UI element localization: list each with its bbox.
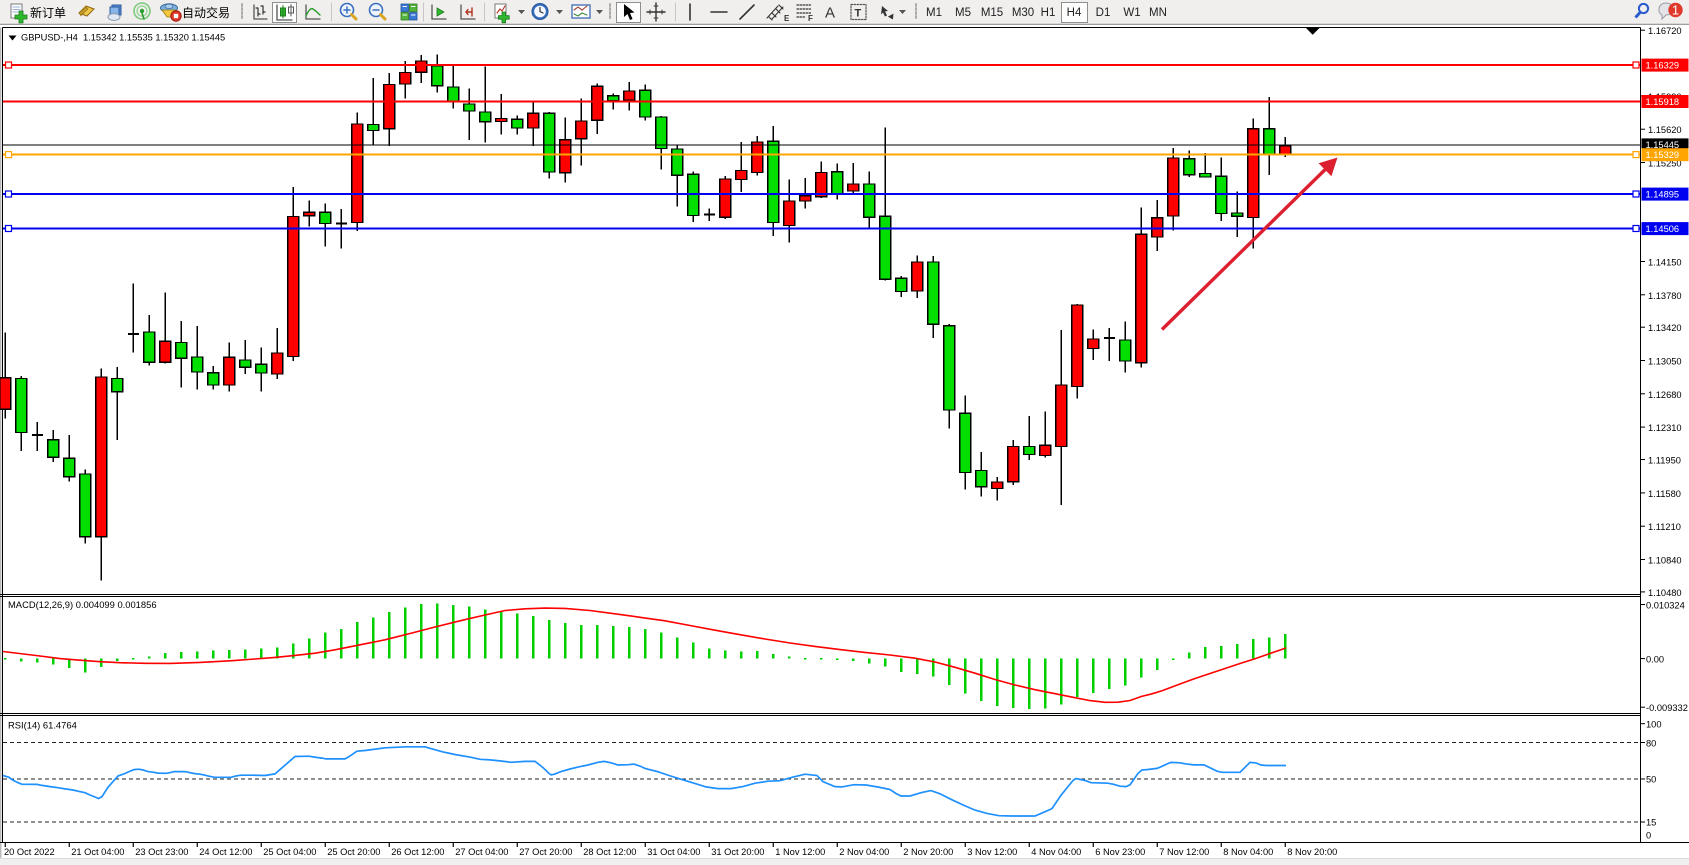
svg-text:H4: H4 <box>1067 7 1082 19</box>
svg-text:M30: M30 <box>1012 7 1034 19</box>
svg-text:0.010324: 0.010324 <box>1646 601 1685 611</box>
svg-text:M15: M15 <box>981 7 1003 19</box>
svg-text:-0.009332: -0.009332 <box>1646 703 1688 713</box>
svg-text:15: 15 <box>1646 817 1656 827</box>
svg-text:27 Oct 20:00: 27 Oct 20:00 <box>519 847 572 857</box>
svg-text:A: A <box>825 5 835 22</box>
svg-text:1.16720: 1.16720 <box>1648 26 1682 36</box>
svg-text:6 Nov 23:00: 6 Nov 23:00 <box>1095 847 1145 857</box>
svg-text:1.12310: 1.12310 <box>1648 423 1682 433</box>
svg-text:2 Nov 20:00: 2 Nov 20:00 <box>903 847 953 857</box>
svg-text:1.11580: 1.11580 <box>1648 489 1681 499</box>
svg-text:RSI(14) 61.4764: RSI(14) 61.4764 <box>8 720 77 731</box>
svg-text:7 Nov 12:00: 7 Nov 12:00 <box>1159 847 1209 857</box>
svg-text:M5: M5 <box>955 7 971 19</box>
svg-text:1: 1 <box>1672 3 1679 18</box>
svg-text:D1: D1 <box>1096 7 1111 19</box>
svg-text:21 Oct 04:00: 21 Oct 04:00 <box>71 847 124 857</box>
svg-text:1.14150: 1.14150 <box>1648 258 1682 268</box>
svg-text:0.00: 0.00 <box>1646 655 1664 665</box>
svg-text:24 Oct 12:00: 24 Oct 12:00 <box>199 847 252 857</box>
svg-text:8 Nov 20:00: 8 Nov 20:00 <box>1287 847 1337 857</box>
svg-text:1.11950: 1.11950 <box>1648 456 1681 466</box>
svg-text:25 Oct 20:00: 25 Oct 20:00 <box>327 847 380 857</box>
svg-text:1.16329: 1.16329 <box>1646 60 1680 70</box>
svg-text:1 Nov 12:00: 1 Nov 12:00 <box>775 847 825 857</box>
svg-text:26 Oct 12:00: 26 Oct 12:00 <box>391 847 444 857</box>
svg-text:MN: MN <box>1149 7 1167 19</box>
svg-text:1.11210: 1.11210 <box>1648 522 1681 532</box>
svg-text:E: E <box>784 14 790 23</box>
svg-text:F: F <box>808 14 813 23</box>
svg-text:31 Oct 20:00: 31 Oct 20:00 <box>711 847 764 857</box>
svg-text:1.10480: 1.10480 <box>1648 588 1682 598</box>
svg-text:2 Nov 04:00: 2 Nov 04:00 <box>839 847 889 857</box>
svg-text:27 Oct 04:00: 27 Oct 04:00 <box>455 847 508 857</box>
svg-text:31 Oct 04:00: 31 Oct 04:00 <box>647 847 700 857</box>
svg-text:自动交易: 自动交易 <box>182 5 230 20</box>
svg-text:0: 0 <box>1646 831 1651 841</box>
svg-text:1.15250: 1.15250 <box>1648 159 1682 169</box>
svg-text:50: 50 <box>1646 774 1656 784</box>
svg-text:20 Oct 2022: 20 Oct 2022 <box>4 847 55 857</box>
svg-text:3 Nov 12:00: 3 Nov 12:00 <box>967 847 1017 857</box>
svg-text:28 Oct 12:00: 28 Oct 12:00 <box>583 847 636 857</box>
svg-text:1.15918: 1.15918 <box>1646 97 1680 107</box>
svg-text:MACD(12,26,9) 0.004099 0.00185: MACD(12,26,9) 0.004099 0.001856 <box>8 599 157 610</box>
svg-text:4 Nov 04:00: 4 Nov 04:00 <box>1031 847 1081 857</box>
svg-text:M1: M1 <box>926 7 942 19</box>
svg-text:新订单: 新订单 <box>30 5 66 20</box>
svg-text:1.13050: 1.13050 <box>1648 357 1682 367</box>
svg-text:8 Nov 04:00: 8 Nov 04:00 <box>1223 847 1273 857</box>
svg-text:23 Oct 23:00: 23 Oct 23:00 <box>135 847 188 857</box>
svg-text:1.13780: 1.13780 <box>1648 291 1682 301</box>
svg-text:1.13420: 1.13420 <box>1648 323 1682 333</box>
svg-text:1.15620: 1.15620 <box>1648 125 1682 135</box>
svg-text:100: 100 <box>1646 720 1662 730</box>
svg-text:GBPUSD-,H4 1.15342 1.15535 1.: GBPUSD-,H4 1.15342 1.15535 1.15320 1.154… <box>21 33 225 43</box>
svg-text:W1: W1 <box>1123 7 1140 19</box>
svg-text:H1: H1 <box>1041 7 1056 19</box>
svg-text:1.14895: 1.14895 <box>1646 189 1680 199</box>
svg-text:1.10840: 1.10840 <box>1648 556 1682 566</box>
svg-text:1.15445: 1.15445 <box>1646 140 1680 150</box>
svg-text:25 Oct 04:00: 25 Oct 04:00 <box>263 847 316 857</box>
svg-text:T: T <box>855 8 862 20</box>
svg-text:80: 80 <box>1646 739 1656 749</box>
svg-text:1.15329: 1.15329 <box>1646 150 1680 160</box>
svg-text:1.12680: 1.12680 <box>1648 390 1682 400</box>
svg-text:1.14506: 1.14506 <box>1646 224 1680 234</box>
